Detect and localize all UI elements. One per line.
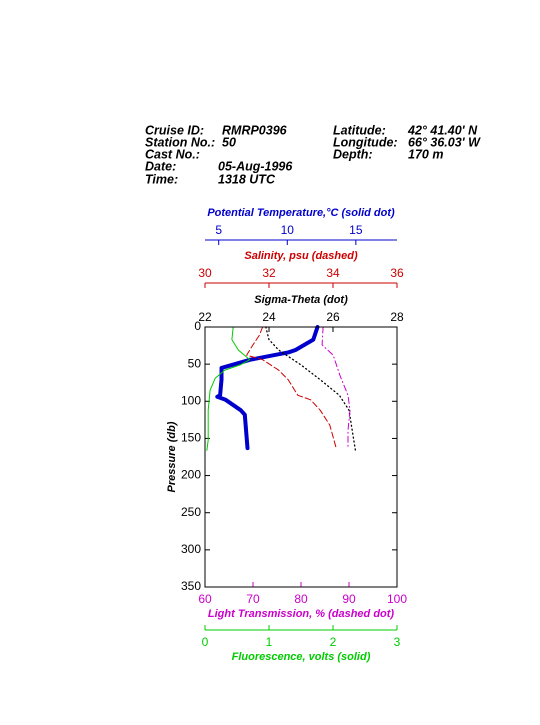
header-label: Cast No.: xyxy=(145,147,200,161)
header-value: 66° 36.03' W xyxy=(408,135,481,149)
x-tick-label: 22 xyxy=(198,310,212,324)
header-label: Date: xyxy=(145,159,176,173)
x-tick-label: 3 xyxy=(394,635,401,649)
x-tick-label: 90 xyxy=(342,592,356,606)
y-tick-label: 350 xyxy=(181,579,201,593)
y-tick-label: 100 xyxy=(181,393,201,407)
profile-line xyxy=(215,325,320,451)
header-value: 50 xyxy=(222,135,236,149)
x-axis-title: Light Transmission, % (dashed dot) xyxy=(208,608,395,620)
x-tick-label: 36 xyxy=(390,266,404,280)
profile-line xyxy=(206,326,251,451)
header-label: Time: xyxy=(145,172,178,186)
y-tick-label: 150 xyxy=(181,431,201,445)
profile-line xyxy=(265,326,357,451)
header-value: RMRP0396 xyxy=(222,123,288,137)
header-label: Latitude: xyxy=(333,123,386,137)
header-value: 42° 41.40' N xyxy=(407,123,478,137)
x-tick-label: 30 xyxy=(198,266,212,280)
plot-frame xyxy=(204,326,398,588)
x-tick-label: 28 xyxy=(390,310,404,324)
x-tick-label: 60 xyxy=(198,592,212,606)
header-value: 170 m xyxy=(408,147,443,161)
x-tick-label: 100 xyxy=(387,592,407,606)
x-tick-label: 80 xyxy=(294,592,308,606)
x-tick-label: 2 xyxy=(330,635,337,649)
x-tick-label: 32 xyxy=(262,266,276,280)
x-tick-label: 70 xyxy=(246,592,260,606)
y-tick-label: 200 xyxy=(181,468,201,482)
x-axis-title: Potential Temperature,°C (solid dot) xyxy=(207,207,395,219)
x-axis-title: Sigma-Theta (dot) xyxy=(254,294,348,306)
x-tick-label: 24 xyxy=(262,310,276,324)
x-tick-label: 15 xyxy=(349,223,363,237)
x-tick-label: 26 xyxy=(326,310,340,324)
header-label: Longitude: xyxy=(333,135,398,149)
y-tick-label: 300 xyxy=(181,542,201,556)
y-tick-label: 50 xyxy=(188,356,202,370)
x-axis-title: Fluorescence, volts (solid) xyxy=(232,651,371,663)
header-label: Cruise ID: xyxy=(145,123,204,137)
header-label: Depth: xyxy=(333,147,373,161)
y-tick-label: 250 xyxy=(181,505,201,519)
x-tick-label: 0 xyxy=(202,635,209,649)
x-tick-label: 5 xyxy=(215,223,222,237)
y-axis-title: Pressure (db) xyxy=(166,421,178,492)
header-label: Station No.: xyxy=(145,135,215,149)
profile-line xyxy=(321,326,351,449)
x-axis-title: Salinity, psu (dashed) xyxy=(244,250,358,262)
header-value: 1318 UTC xyxy=(218,172,276,186)
x-tick-label: 1 xyxy=(266,635,273,649)
y-tick-label: 0 xyxy=(194,319,201,333)
x-tick-label: 10 xyxy=(281,223,295,237)
profile-line xyxy=(246,326,337,449)
header-value: 05-Aug-1996 xyxy=(218,159,293,173)
x-tick-label: 34 xyxy=(326,266,340,280)
